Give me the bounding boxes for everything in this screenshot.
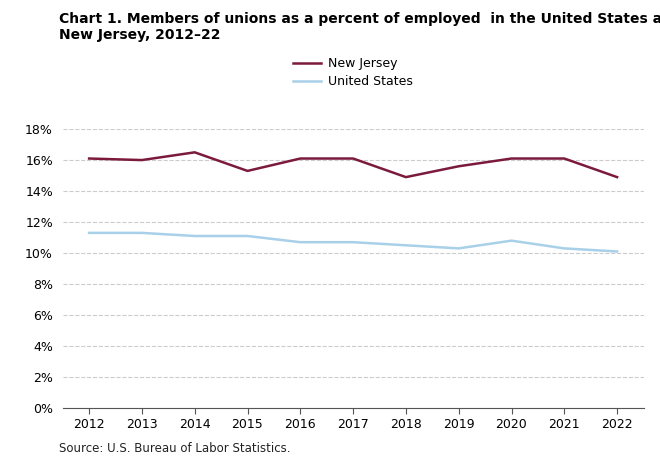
New Jersey bbox=[560, 156, 568, 161]
United States bbox=[402, 242, 410, 248]
New Jersey bbox=[296, 156, 304, 161]
United States bbox=[191, 233, 199, 239]
Text: New Jersey, 2012–22: New Jersey, 2012–22 bbox=[59, 28, 221, 41]
United States bbox=[508, 238, 515, 243]
New Jersey bbox=[191, 149, 199, 155]
United States bbox=[613, 249, 621, 254]
United States bbox=[85, 230, 93, 236]
Text: Chart 1. Members of unions as a percent of employed  in the United States and: Chart 1. Members of unions as a percent … bbox=[59, 12, 660, 25]
Line: New Jersey: New Jersey bbox=[89, 152, 617, 177]
United States bbox=[296, 239, 304, 245]
New Jersey bbox=[508, 156, 515, 161]
Legend: New Jersey, United States: New Jersey, United States bbox=[293, 57, 413, 88]
New Jersey bbox=[349, 156, 357, 161]
New Jersey bbox=[613, 174, 621, 180]
United States bbox=[560, 246, 568, 251]
Text: Source: U.S. Bureau of Labor Statistics.: Source: U.S. Bureau of Labor Statistics. bbox=[59, 443, 291, 455]
New Jersey bbox=[85, 156, 93, 161]
New Jersey bbox=[402, 174, 410, 180]
New Jersey bbox=[138, 157, 146, 163]
Line: United States: United States bbox=[89, 233, 617, 252]
United States bbox=[349, 239, 357, 245]
United States bbox=[244, 233, 251, 239]
New Jersey bbox=[244, 168, 251, 174]
United States bbox=[455, 246, 463, 251]
New Jersey bbox=[455, 164, 463, 169]
United States bbox=[138, 230, 146, 236]
